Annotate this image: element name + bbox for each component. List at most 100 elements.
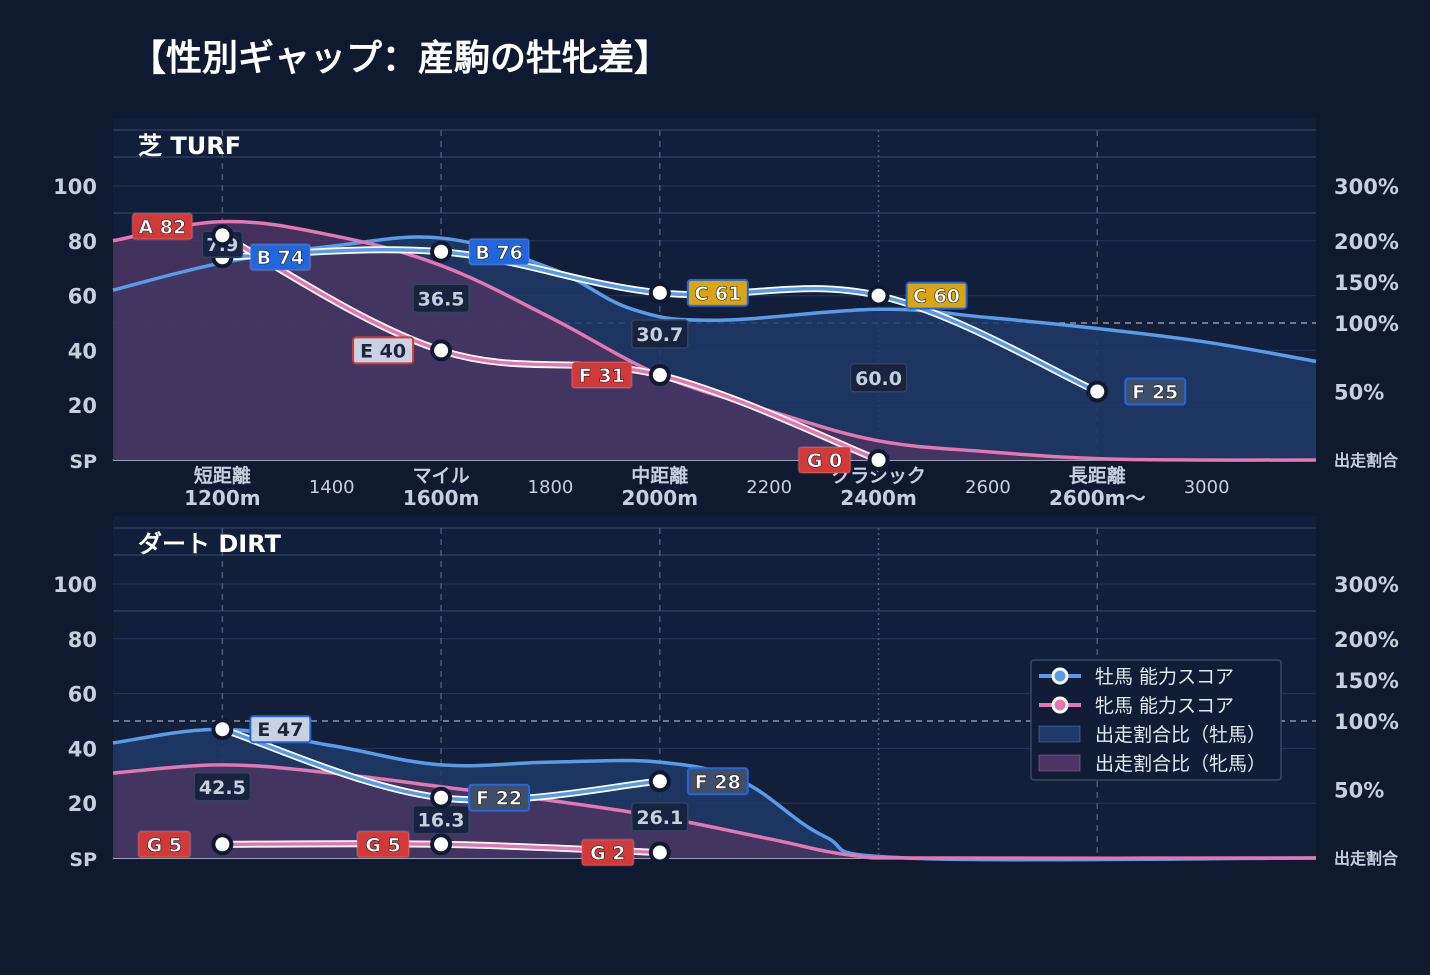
x-tick-label-category: 中距離 xyxy=(631,464,688,487)
score-badge-female-bg xyxy=(580,838,635,867)
y-tick-label: 100 xyxy=(53,573,97,597)
gap-label: 60.0 xyxy=(849,363,908,393)
score-badge-female-bg xyxy=(131,212,194,241)
score-badge-male-text: B 74 xyxy=(257,247,305,269)
score-badge-male-bg xyxy=(1124,377,1187,406)
y2-tick-label: 150% xyxy=(1334,669,1399,693)
y2-tick-label: 200% xyxy=(1334,628,1399,652)
legend-frame xyxy=(1030,659,1282,781)
legend-label: 牡馬 能力スコア xyxy=(1095,666,1234,688)
data-point-male xyxy=(867,284,890,307)
score-badge-female-text: E 40 xyxy=(360,340,406,362)
score-badge-male-text: B 76 xyxy=(475,242,523,264)
y2-tick-label: 100% xyxy=(1334,312,1399,336)
data-point-female xyxy=(648,841,671,864)
x-tick-label-category: クラシック xyxy=(831,465,926,487)
score-badge-female-text: G 5 xyxy=(365,834,400,856)
chart-title: 【性別ギャップ：産駒の牡牝差】 xyxy=(130,38,670,79)
legend-label: 牝馬 能力スコア xyxy=(1095,695,1234,717)
gap-label-bg xyxy=(631,319,689,349)
gap-label: 36.5 xyxy=(412,283,470,314)
gap-label-text: 42.5 xyxy=(199,777,246,799)
y-tick-label: 20 xyxy=(68,792,97,816)
score-badge-female: G 5 xyxy=(356,830,411,859)
score-badge-male-text: F 22 xyxy=(476,788,522,810)
y2-tick-label: 50% xyxy=(1334,779,1384,803)
x-tick-label-category: 長距離 xyxy=(1069,464,1126,487)
gap-label-text: 26.1 xyxy=(636,807,683,829)
y2-tick-label: 出走割合 xyxy=(1334,451,1399,470)
score-badge-male-bg xyxy=(686,278,749,307)
y-tick-label: SP xyxy=(69,849,97,871)
data-point-male xyxy=(648,770,671,793)
score-badge-male-text: C 61 xyxy=(694,283,741,305)
gap-label-bg xyxy=(849,363,908,393)
gap-label-text: 16.3 xyxy=(418,810,465,832)
score-badge-male: C 60 xyxy=(905,281,968,310)
y-tick-label: 100 xyxy=(53,175,97,199)
data-point-female xyxy=(430,833,453,856)
y2-tick-label: 300% xyxy=(1334,175,1399,199)
legend-label: 出走割合比（牝馬） xyxy=(1095,753,1266,775)
score-badge-male-bg xyxy=(249,243,312,272)
score-badge-female-text: A 82 xyxy=(138,216,186,238)
x-tick-label-minor: 1400 xyxy=(309,477,355,498)
x-tick-label-minor: 2200 xyxy=(746,477,792,498)
y2-tick-label: 150% xyxy=(1334,271,1399,295)
y2-tick-label: 300% xyxy=(1334,573,1399,597)
legend-swatch-area-male xyxy=(1038,725,1081,743)
legend-swatch-area-female xyxy=(1038,754,1081,772)
score-badge-female-bg xyxy=(356,830,411,859)
y-tick-label: 60 xyxy=(68,285,97,309)
score-badge-male-bg xyxy=(468,783,531,812)
score-badge-male: B 74 xyxy=(249,243,312,272)
share-area-female xyxy=(113,764,1316,859)
legend-swatch-marker-female xyxy=(1051,696,1069,714)
gap-label-text: 36.5 xyxy=(418,288,465,310)
score-badge-female-text: G 0 xyxy=(807,450,842,472)
score-badge-male-text: F 25 xyxy=(1132,382,1178,404)
score-badge-female: A 82 xyxy=(131,212,194,241)
share-area-female xyxy=(113,221,1316,461)
score-badge-male-text: F 28 xyxy=(695,771,741,793)
gap-label-bg xyxy=(412,283,470,314)
gap-label-text: 30.7 xyxy=(636,324,683,346)
data-point-male xyxy=(430,240,453,263)
y-tick-label: 40 xyxy=(68,737,97,761)
score-badge-female-text: F 31 xyxy=(579,365,625,387)
score-badge-female: G 0 xyxy=(797,446,852,474)
score-badge-female-bg xyxy=(137,830,192,859)
data-point-female xyxy=(867,449,890,471)
chart-panel-dirt: SP 20 40 60 80 100 出走割合 50% 100% 150% 200% 300% ダート … xyxy=(53,516,1399,871)
score-badge-female-bg xyxy=(352,336,415,365)
x-tick-label-category: 短距離 xyxy=(194,464,251,487)
score-line-female xyxy=(220,233,881,462)
score-badge-female-text: G 5 xyxy=(147,834,182,856)
y2-tick-label: 50% xyxy=(1334,381,1384,405)
y-tick-label: 80 xyxy=(68,628,97,652)
score-badge-female: G 2 xyxy=(580,838,635,867)
y-tick-label: 20 xyxy=(68,394,97,418)
x-tick-label-minor: 3000 xyxy=(1184,477,1230,498)
score-badge-male: F 25 xyxy=(1124,377,1187,406)
x-tick-label-minor: 2600 xyxy=(965,477,1011,498)
data-point-male xyxy=(648,281,671,304)
x-tick-label-distance: 1200m xyxy=(184,486,261,510)
score-badge-male: E 47 xyxy=(249,715,312,744)
score-badge-male: C 61 xyxy=(686,278,749,307)
legend-swatch-marker-male xyxy=(1051,667,1069,685)
score-badge-male-text: E 47 xyxy=(257,719,303,741)
x-tick-label-minor: 1800 xyxy=(528,477,574,498)
gap-label-bg xyxy=(631,802,689,832)
score-badge-female: G 5 xyxy=(137,830,192,859)
score-badge-male: F 22 xyxy=(468,783,531,812)
gap-label-bg xyxy=(193,772,252,802)
score-badge-male-bg xyxy=(249,715,312,744)
gap-label: 16.3 xyxy=(412,804,470,835)
score-badge-female-text: G 2 xyxy=(590,843,625,865)
panel-title: ダート DIRT xyxy=(138,530,282,558)
y-tick-label: 80 xyxy=(68,230,97,254)
gap-label: 42.5 xyxy=(193,772,252,802)
